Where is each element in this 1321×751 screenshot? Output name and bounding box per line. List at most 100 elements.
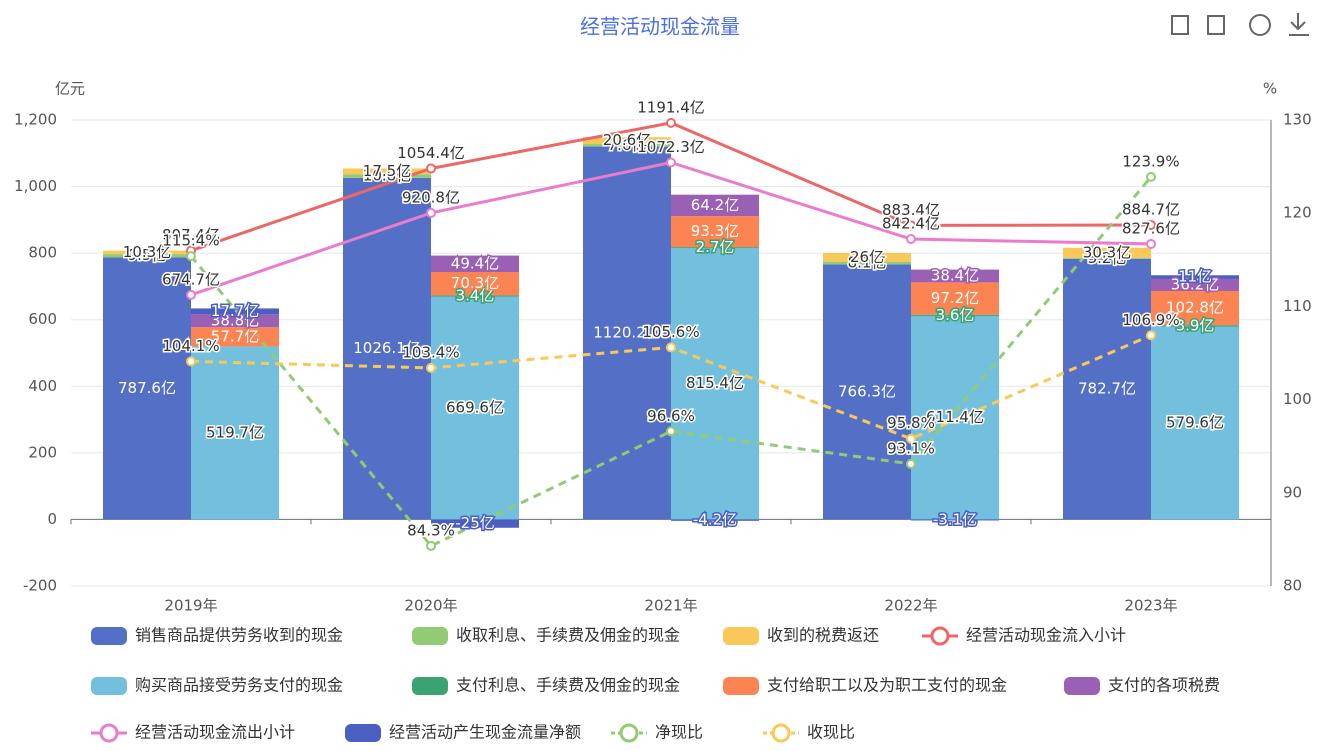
- line-point: [186, 356, 196, 367]
- bar: [191, 327, 279, 347]
- bar: [1063, 257, 1151, 259]
- bar: [583, 146, 671, 520]
- bar: [343, 168, 431, 175]
- data-label: 669.6亿: [446, 398, 504, 416]
- data-label: 104.1%: [162, 337, 219, 355]
- data-label: 1191.4亿: [637, 98, 705, 116]
- line-point: [426, 207, 436, 218]
- data-label: 93.1%: [887, 439, 935, 457]
- y-tick-label: 400: [28, 377, 57, 395]
- line-point: [186, 289, 196, 300]
- line-point: [666, 426, 676, 437]
- legend-swatch: [619, 723, 639, 743]
- data-label: 123.9%: [1122, 152, 1179, 170]
- data-label: -3.1亿: [933, 510, 977, 528]
- legend-swatch: [412, 627, 448, 645]
- data-label: 1120.2亿: [593, 323, 661, 341]
- y-tick-label: -200: [23, 577, 57, 595]
- line-point: [1146, 238, 1156, 249]
- bar: [1151, 325, 1239, 327]
- bar: [911, 315, 999, 520]
- y2-axis-label: %: [1263, 80, 1277, 98]
- bar: [191, 314, 279, 328]
- bar: [343, 177, 431, 520]
- data-label: 106.9%: [1122, 311, 1179, 329]
- toolbox[interactable]: [1171, 13, 1309, 36]
- tool-save[interactable]: [1289, 13, 1309, 36]
- data-label: 93.3亿: [691, 222, 739, 240]
- data-label: 84.3%: [407, 521, 455, 539]
- tool-zoom[interactable]: [1207, 15, 1225, 35]
- legend-swatch: [771, 723, 791, 743]
- data-label: 11亿: [1178, 268, 1212, 286]
- data-label: 102.8亿: [1166, 299, 1224, 317]
- line-point: [426, 540, 436, 551]
- data-label: 10.8亿: [363, 167, 411, 185]
- bar: [823, 264, 911, 520]
- data-label: 17.7亿: [211, 302, 259, 320]
- line-point: [1146, 171, 1156, 182]
- data-label: 787.6亿: [118, 379, 176, 397]
- legend-swatch: [723, 627, 759, 645]
- data-label: 105.6%: [642, 323, 699, 341]
- data-label: 8.1亿: [848, 254, 887, 272]
- line-point: [426, 362, 436, 373]
- data-label: 674.7亿: [162, 270, 220, 288]
- line-point: [1146, 219, 1156, 230]
- data-label: 920.8亿: [402, 188, 460, 206]
- data-label: 782.7亿: [1078, 380, 1136, 398]
- data-label: 842.4亿: [882, 215, 940, 233]
- tool-data-view[interactable]: [1171, 15, 1189, 35]
- lines: [186, 117, 1156, 551]
- bar: [671, 248, 759, 520]
- line-point: [666, 117, 676, 128]
- data-label: 20.6亿: [603, 131, 651, 149]
- data-label: 7.6亿: [608, 136, 647, 154]
- data-label: 9.5亿: [128, 246, 167, 264]
- y2-tick-label: 110: [1283, 297, 1312, 315]
- legend-label: 收现比: [807, 723, 855, 742]
- legend-label: 净现比: [655, 723, 703, 742]
- bar: [103, 257, 191, 520]
- legend-swatch: [345, 724, 381, 742]
- bar: [343, 174, 431, 178]
- data-label: 827.6亿: [1122, 219, 1180, 237]
- bar: [191, 346, 279, 520]
- line-point: [906, 433, 916, 444]
- y-tick-label: 200: [28, 443, 57, 461]
- legend-label: 支付利息、手续费及佣金的现金: [456, 676, 680, 695]
- bar: [823, 261, 911, 265]
- data-label: 10.3亿: [123, 243, 171, 261]
- data-label: 3.6亿: [936, 306, 975, 324]
- data-label: 884.7亿: [1122, 200, 1180, 218]
- x-tick-label: 2020年: [404, 597, 457, 615]
- bars: [103, 137, 1239, 528]
- legend: 销售商品提供劳务收到的现金 收取利息、手续费及佣金的现金 收到的税费返还 经营活动现金…: [91, 626, 1220, 743]
- x-tick-label: 2019年: [164, 597, 217, 615]
- data-label: 96.6%: [647, 407, 695, 425]
- x-tick-label: 2022年: [884, 597, 937, 615]
- bar: [671, 216, 759, 248]
- data-label: 2.7亿: [696, 238, 735, 256]
- data-label: 70.3亿: [451, 274, 499, 292]
- bar: [911, 269, 999, 283]
- bar: [1151, 290, 1239, 326]
- legend-swatch: [99, 723, 119, 743]
- y2-tick-label: 100: [1283, 390, 1312, 408]
- line-point: [426, 163, 436, 174]
- data-label: 1072.3亿: [637, 138, 705, 156]
- bar: [583, 137, 671, 145]
- data-label: 3.4亿: [456, 286, 495, 304]
- tool-restore[interactable]: [1249, 14, 1271, 36]
- bar: [103, 254, 191, 258]
- bar: [671, 194, 759, 217]
- legend-swatch: [930, 626, 950, 646]
- x-tick-label: 2023年: [1124, 597, 1177, 615]
- chart-title: 经营活动现金流量: [580, 15, 740, 39]
- bar: [1151, 326, 1239, 520]
- line-point: [666, 342, 676, 353]
- bar: [1063, 258, 1151, 520]
- line-point: [906, 220, 916, 231]
- data-label: 26亿: [850, 248, 884, 266]
